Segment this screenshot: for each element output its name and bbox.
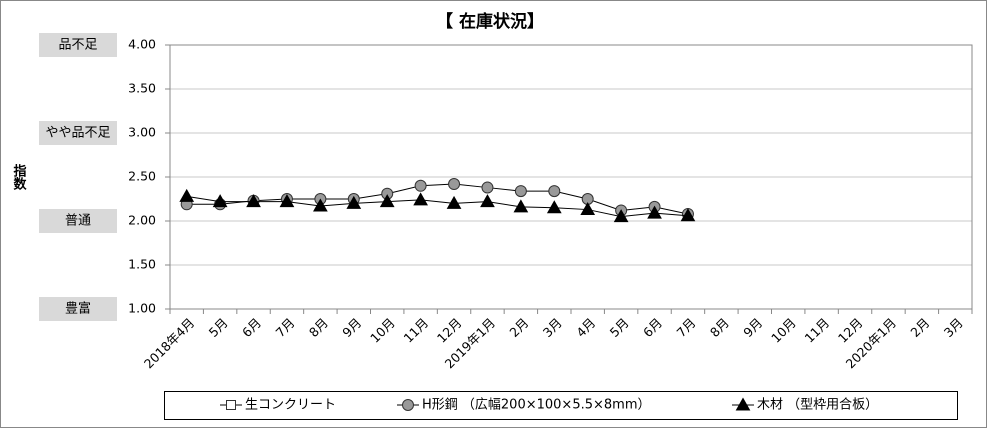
marker xyxy=(548,185,561,198)
marker xyxy=(279,194,295,208)
legend-label: 木材 （型枠用合板） xyxy=(757,398,878,413)
legend-label: H形鋼 （広幅200×100×5.5×8mm） xyxy=(422,398,650,413)
level-label: 豊富 xyxy=(65,301,91,317)
marker xyxy=(246,194,261,208)
legend-marker xyxy=(226,400,236,410)
level-box xyxy=(39,33,117,57)
series-line xyxy=(186,183,689,215)
legend-marker xyxy=(402,399,414,411)
marker xyxy=(446,195,462,209)
y-axis-label: 指数 xyxy=(11,163,27,191)
chart-title: 【 在庫状況】 xyxy=(436,11,544,32)
y-tick-label: 3.50 xyxy=(128,81,156,96)
series-line xyxy=(186,195,688,218)
marker xyxy=(414,179,427,192)
marker xyxy=(313,198,328,212)
marker xyxy=(513,199,529,213)
marker xyxy=(179,188,195,202)
level-label: やや品不足 xyxy=(45,126,110,141)
marker xyxy=(212,194,228,208)
y-tick-label: 1.00 xyxy=(128,301,156,316)
marker xyxy=(647,205,662,219)
y-tick-label: 3.00 xyxy=(128,125,156,140)
level-box xyxy=(39,209,117,233)
marker xyxy=(413,192,428,206)
marker xyxy=(580,202,596,216)
y-tick-label: 4.00 xyxy=(128,37,156,52)
level-box xyxy=(39,297,117,321)
marker xyxy=(480,194,495,208)
marker xyxy=(514,185,527,198)
marker xyxy=(546,200,562,214)
level-box xyxy=(39,121,117,145)
legend-label: 生コンクリート xyxy=(245,398,336,413)
marker xyxy=(481,181,494,194)
level-label: 品不足 xyxy=(58,38,97,53)
legend-box xyxy=(164,391,958,420)
marker xyxy=(613,209,629,223)
legend-marker xyxy=(735,397,751,411)
marker xyxy=(346,195,362,209)
y-tick-label: 2.50 xyxy=(128,169,156,184)
marker xyxy=(379,194,395,208)
marker xyxy=(448,178,461,191)
level-label: 普通 xyxy=(65,214,91,229)
y-tick-label: 1.50 xyxy=(128,257,156,272)
y-tick-label: 2.00 xyxy=(128,213,156,228)
marker xyxy=(680,208,696,222)
